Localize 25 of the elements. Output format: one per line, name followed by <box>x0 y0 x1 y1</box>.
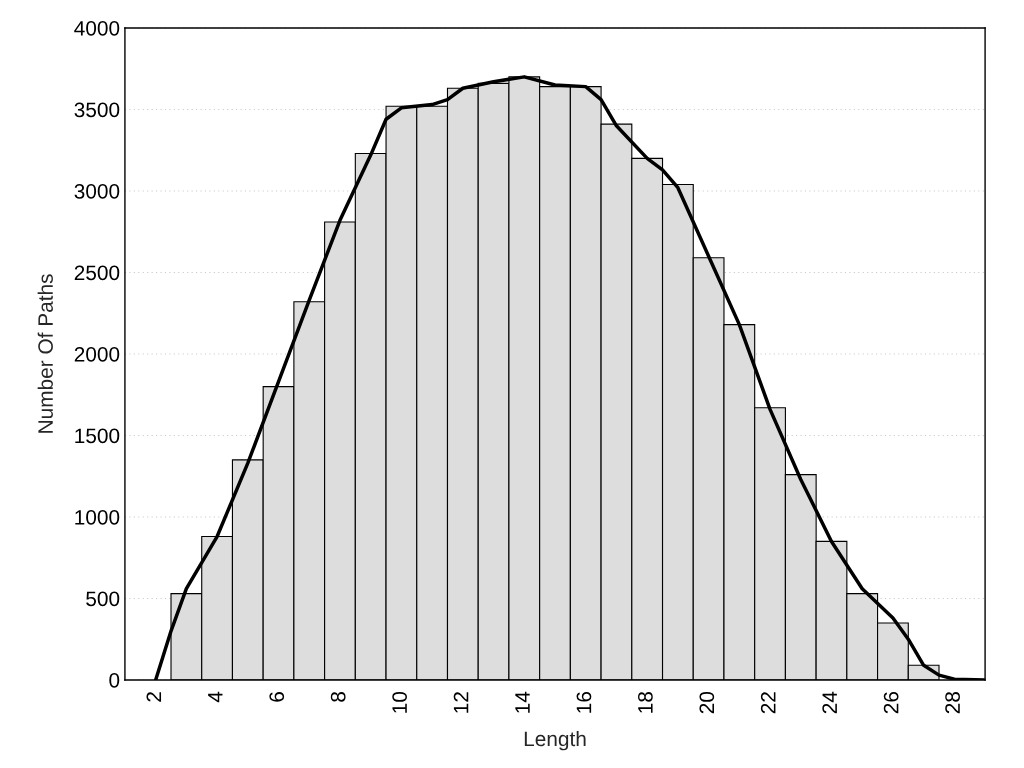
y-tick-label: 0 <box>109 672 120 688</box>
x-tick-label: 14 <box>515 691 530 713</box>
y-tick-label: 500 <box>86 591 120 607</box>
x-tick-label: 22 <box>760 692 776 714</box>
y-tick-label: 3500 <box>74 102 120 118</box>
x-tick-label: 8 <box>330 692 346 702</box>
y-axis-title: Number Of Paths <box>37 274 53 433</box>
x-tick-label: 16 <box>576 692 592 713</box>
y-tick-label: 2000 <box>74 346 120 362</box>
y-tick-label: 1500 <box>75 428 120 444</box>
x-axis-title: Length <box>524 730 586 751</box>
x-tick-label: 10 <box>392 691 407 713</box>
y-tick-label: 2500 <box>74 265 120 281</box>
x-tick-label: 2 <box>146 692 162 702</box>
x-tick-label: 18 <box>638 692 653 713</box>
x-tick-label: 20 <box>699 691 715 714</box>
x-tick-label: 12 <box>453 692 469 713</box>
x-tick-label: 28 <box>945 692 960 714</box>
y-tick-label: 4000 <box>74 20 120 36</box>
x-tick-label: 26 <box>883 692 899 714</box>
y-tick-label: 1000 <box>75 509 120 525</box>
x-tick-label: 4 <box>208 691 223 703</box>
x-tick-label: 24 <box>822 691 837 714</box>
x-tick-label: 6 <box>269 692 285 702</box>
y-tick-label: 3000 <box>74 183 120 199</box>
